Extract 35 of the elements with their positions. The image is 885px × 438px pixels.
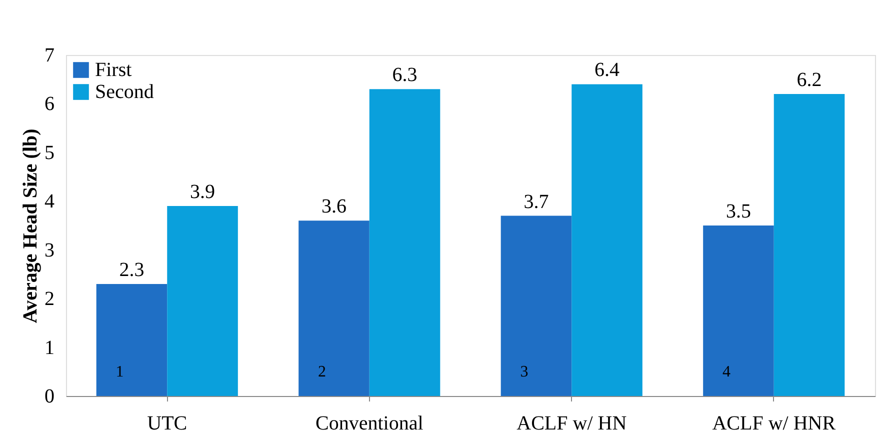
data-label: 6.2	[796, 68, 822, 91]
bar	[96, 284, 168, 396]
data-label: 3.9	[190, 181, 216, 204]
bar	[298, 220, 370, 396]
data-label: 3.5	[726, 200, 751, 222]
x-tick-label: ACLF w/ HN	[516, 412, 627, 434]
bar	[369, 89, 440, 396]
annotation: 3	[520, 364, 528, 381]
x-tick-label: UTC	[147, 412, 188, 434]
data-label: 6.3	[392, 64, 418, 86]
y-tick-label: 3	[44, 239, 54, 262]
y-tick-label: 2	[44, 288, 54, 310]
bar	[167, 206, 238, 396]
bar	[572, 84, 642, 396]
y-tick-label: 0	[44, 386, 54, 408]
data-label: 3.6	[321, 196, 346, 218]
annotation: 4	[722, 364, 730, 381]
data-label: 6.4	[594, 59, 620, 82]
y-tick-label: 5	[44, 142, 54, 164]
y-tick-label: 7	[44, 44, 54, 66]
x-tick-label: Conventional	[315, 412, 424, 434]
legend-label: First	[95, 59, 132, 81]
y-tick-label: 1	[44, 336, 54, 359]
y-tick-label: 4	[44, 190, 54, 213]
annotation: 2	[318, 364, 326, 381]
bar	[703, 226, 774, 396]
data-label: 2.3	[119, 258, 144, 281]
y-axis-title: Average Head Size (lb)	[20, 128, 42, 324]
x-tick-label: ACLF w/ HNR	[712, 412, 836, 434]
legend-label: Second	[95, 81, 154, 103]
bar	[774, 94, 845, 396]
annotation: 1	[116, 364, 124, 381]
bar	[500, 216, 572, 396]
y-tick-label: 6	[44, 93, 54, 116]
data-label: 3.7	[524, 190, 549, 213]
